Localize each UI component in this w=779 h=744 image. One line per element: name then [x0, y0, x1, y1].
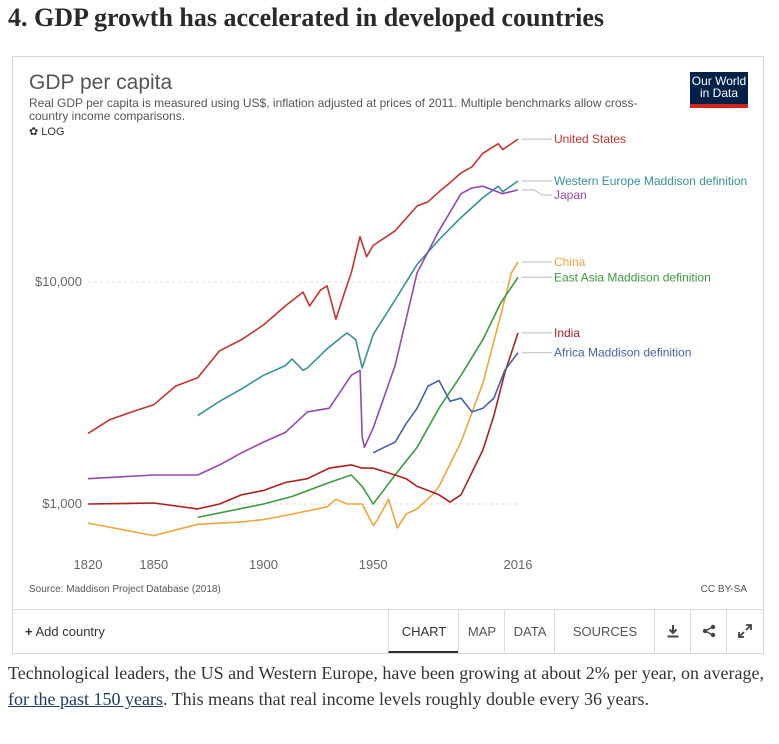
series-line: [87, 332, 519, 510]
tab-map[interactable]: MAP: [458, 610, 505, 653]
license-note: CC BY-SA: [700, 584, 747, 595]
label-connector: [522, 189, 552, 196]
chart-subtitle: Real GDP per capita is measured using US…: [29, 96, 638, 123]
logo-line-1: Our World: [691, 74, 747, 88]
fullscreen-button[interactable]: [726, 610, 763, 653]
source-note: Source: Maddison Project Database (2018): [29, 584, 221, 595]
x-tick-label: 2016: [504, 557, 533, 572]
line-chart: $1,000 $10,000 1820 1850 1900 1950 2016 United …: [35, 132, 747, 572]
add-country-label: Add country: [35, 624, 105, 639]
owid-logo[interactable]: Our World in Data: [690, 72, 748, 108]
series-label: United States: [554, 132, 626, 146]
paragraph-text-before: Technological leaders, the US and Wester…: [8, 663, 764, 683]
article-heading: 4. GDP growth has accelerated in develop…: [8, 3, 605, 32]
add-country-button[interactable]: + Add country: [25, 624, 105, 639]
log-toggle[interactable]: ✿ LOG: [29, 125, 65, 138]
article-paragraph: Technological leaders, the US and Wester…: [8, 660, 768, 712]
tab-data[interactable]: DATA: [504, 610, 555, 653]
series-line: [87, 138, 519, 435]
chart-controls: + Add country CHART MAP DATA SOURCES: [13, 609, 763, 654]
log-toggle-label: LOG: [41, 126, 65, 138]
series-line: [197, 276, 519, 519]
x-tick-label: 1900: [249, 557, 278, 572]
paragraph-text-after: . This means that real income levels rou…: [162, 689, 649, 709]
past-150-years-link[interactable]: for the past 150 years: [8, 689, 163, 709]
series-line: [87, 261, 519, 537]
series-label: China: [554, 255, 586, 269]
y-tick-label: $10,000: [35, 274, 82, 289]
series-line: [87, 185, 519, 480]
chart-card: GDP per capita Real GDP per capita is me…: [12, 56, 764, 654]
expand-icon: [738, 624, 752, 638]
plus-icon: +: [25, 624, 33, 639]
series-label: Africa Maddison definition: [554, 346, 691, 360]
share-icon: [702, 624, 716, 638]
share-button[interactable]: [690, 610, 727, 653]
series-label: India: [554, 326, 580, 340]
series-label: Japan: [554, 188, 587, 202]
download-button[interactable]: [654, 610, 691, 653]
chart-title: GDP per capita: [29, 71, 173, 94]
series-line: [372, 352, 519, 454]
tab-chart[interactable]: CHART: [388, 610, 459, 653]
y-tick-label: $1,000: [42, 496, 82, 511]
gear-icon: ✿: [29, 126, 39, 138]
x-tick-label: 1820: [74, 557, 103, 572]
series-label: East Asia Maddison definition: [554, 270, 711, 284]
download-icon: [667, 625, 679, 638]
series-label: Western Europe Maddison definition: [554, 174, 747, 188]
tab-sources[interactable]: SOURCES: [554, 610, 655, 653]
x-tick-label: 1850: [139, 557, 168, 572]
logo-line-2: in Data: [699, 86, 739, 100]
x-tick-label: 1950: [359, 557, 388, 572]
series-line: [197, 180, 519, 417]
